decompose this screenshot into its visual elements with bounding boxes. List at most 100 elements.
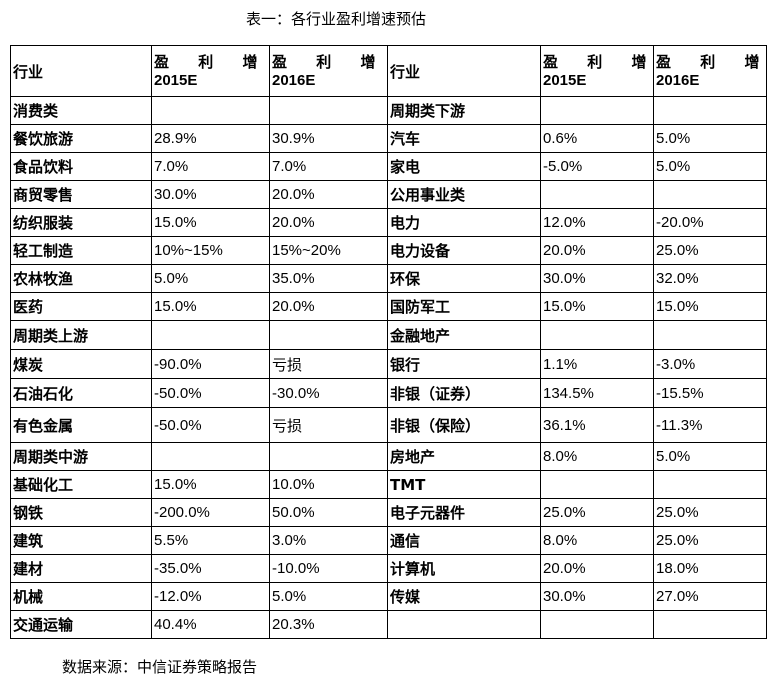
value-2015-cell: 10%~15% — [151, 236, 270, 265]
value-2015-cell — [151, 96, 270, 125]
value-2015-cell: 15.0% — [540, 292, 654, 321]
industry-cell: 有色金属 — [10, 407, 152, 443]
header-growth-label: 盈 利 增 速 — [543, 52, 653, 71]
value-2016-cell: 3.0% — [269, 526, 388, 555]
industry-cell: 医药 — [10, 292, 152, 321]
value-2015-cell: -12.0% — [151, 582, 270, 611]
value-2015-cell — [151, 442, 270, 471]
table-row: 餐饮旅游 28.9% 30.9% 汽车 0.6% 5.0% — [10, 124, 767, 153]
value-2016-cell: 18.0% — [653, 554, 767, 583]
header-industry-left: 行业 — [10, 45, 152, 97]
header-row: 行业 盈 利 增 速 2015E 盈 利 增 速 2016E 行业 盈 利 增 … — [10, 45, 767, 97]
table-title: 表一：各行业盈利增速预估 — [245, 10, 426, 28]
table-row: 周期类中游 房地产 8.0% 5.0% — [10, 442, 767, 471]
value-2016-cell: 20.3% — [269, 610, 388, 639]
value-2015-cell: 28.9% — [151, 124, 270, 153]
value-2015-cell: 36.1% — [540, 407, 654, 443]
industry-cell: TMT — [387, 470, 541, 499]
table-row: 医药 15.0% 20.0% 国防军工 15.0% 15.0% — [10, 292, 767, 321]
value-2016-cell: 20.0% — [269, 292, 388, 321]
value-2015-cell: 25.0% — [540, 498, 654, 527]
table-row: 商贸零售 30.0% 20.0% 公用事业类 — [10, 180, 767, 209]
header-growth-2015-left: 盈 利 增 速 2015E — [151, 45, 270, 97]
value-2016-cell — [653, 320, 767, 350]
industry-cell: 建材 — [10, 554, 152, 583]
value-2016-cell: -15.5% — [653, 378, 767, 408]
value-2016-cell: -3.0% — [653, 349, 767, 379]
table-row: 煤炭 -90.0% 亏损 银行 1.1% -3.0% — [10, 349, 767, 379]
value-2015-cell: 7.0% — [151, 152, 270, 181]
header-growth-label: 盈 利 增 速 — [656, 52, 766, 71]
industry-cell: 房地产 — [387, 442, 541, 471]
earnings-growth-table: 行业 盈 利 增 速 2015E 盈 利 增 速 2016E 行业 盈 利 增 … — [10, 45, 767, 639]
value-2016-cell: 20.0% — [269, 208, 388, 237]
value-2015-cell: 8.0% — [540, 526, 654, 555]
industry-cell: 国防军工 — [387, 292, 541, 321]
industry-cell: 传媒 — [387, 582, 541, 611]
table-row: 石油石化 -50.0% -30.0% 非银（证券） 134.5% -15.5% — [10, 378, 767, 408]
industry-cell: 周期类下游 — [387, 96, 541, 125]
table-row: 纺织服装 15.0% 20.0% 电力 12.0% -20.0% — [10, 208, 767, 237]
value-2016-cell — [269, 96, 388, 125]
value-2016-cell — [269, 442, 388, 471]
value-2016-cell: 32.0% — [653, 264, 767, 293]
value-2016-cell: 25.0% — [653, 498, 767, 527]
value-2015-cell: 20.0% — [540, 236, 654, 265]
industry-cell: 消费类 — [10, 96, 152, 125]
value-2015-cell: 40.4% — [151, 610, 270, 639]
header-growth-2016-left: 盈 利 增 速 2016E — [269, 45, 388, 97]
industry-cell: 电力设备 — [387, 236, 541, 265]
value-2016-cell: 5.0% — [653, 442, 767, 471]
industry-cell: 计算机 — [387, 554, 541, 583]
value-2016-cell — [653, 470, 767, 499]
value-2016-cell: 27.0% — [653, 582, 767, 611]
value-2015-cell: 30.0% — [540, 582, 654, 611]
industry-cell: 家电 — [387, 152, 541, 181]
industry-cell: 通信 — [387, 526, 541, 555]
table-row: 钢铁 -200.0% 50.0% 电子元器件 25.0% 25.0% — [10, 498, 767, 527]
header-industry-right: 行业 — [387, 45, 541, 97]
industry-cell: 建筑 — [10, 526, 152, 555]
value-2015-cell — [540, 320, 654, 350]
value-2015-cell: 15.0% — [151, 292, 270, 321]
industry-cell: 汽车 — [387, 124, 541, 153]
value-2016-cell: 亏损 — [269, 407, 388, 443]
value-2015-cell: -200.0% — [151, 498, 270, 527]
value-2016-cell: 5.0% — [269, 582, 388, 611]
header-growth-label: 盈 利 增 速 — [154, 52, 270, 71]
value-2015-cell: 5.0% — [151, 264, 270, 293]
value-2015-cell — [151, 320, 270, 350]
header-growth-label: 盈 利 增 速 — [272, 52, 388, 71]
industry-cell: 非银（证券） — [387, 378, 541, 408]
value-2016-cell — [653, 610, 767, 639]
table-row: 有色金属 -50.0% 亏损 非银（保险） 36.1% -11.3% — [10, 407, 767, 443]
industry-cell: 餐饮旅游 — [10, 124, 152, 153]
value-2016-cell: 20.0% — [269, 180, 388, 209]
value-2015-cell: 15.0% — [151, 208, 270, 237]
table-row: 交通运输 40.4% 20.3% — [10, 610, 767, 639]
value-2015-cell: -90.0% — [151, 349, 270, 379]
industry-cell: 周期类中游 — [10, 442, 152, 471]
value-2016-cell — [653, 96, 767, 125]
header-year-label: 2016E — [656, 71, 700, 89]
source-note: 数据来源：中信证券策略报告 — [62, 658, 258, 676]
table-row: 食品饮料 7.0% 7.0% 家电 -5.0% 5.0% — [10, 152, 767, 181]
table-row: 机械 -12.0% 5.0% 传媒 30.0% 27.0% — [10, 582, 767, 611]
industry-cell: 煤炭 — [10, 349, 152, 379]
value-2016-cell: 亏损 — [269, 349, 388, 379]
value-2016-cell — [269, 320, 388, 350]
industry-cell — [387, 610, 541, 639]
value-2015-cell: 12.0% — [540, 208, 654, 237]
industry-cell: 电力 — [387, 208, 541, 237]
industry-cell: 银行 — [387, 349, 541, 379]
value-2015-cell — [540, 610, 654, 639]
industry-cell: 纺织服装 — [10, 208, 152, 237]
value-2016-cell: -11.3% — [653, 407, 767, 443]
header-year-label: 2015E — [543, 71, 587, 89]
value-2015-cell: 8.0% — [540, 442, 654, 471]
industry-cell: 公用事业类 — [387, 180, 541, 209]
value-2015-cell: 134.5% — [540, 378, 654, 408]
value-2016-cell: 7.0% — [269, 152, 388, 181]
industry-cell: 钢铁 — [10, 498, 152, 527]
industry-cell: 周期类上游 — [10, 320, 152, 350]
